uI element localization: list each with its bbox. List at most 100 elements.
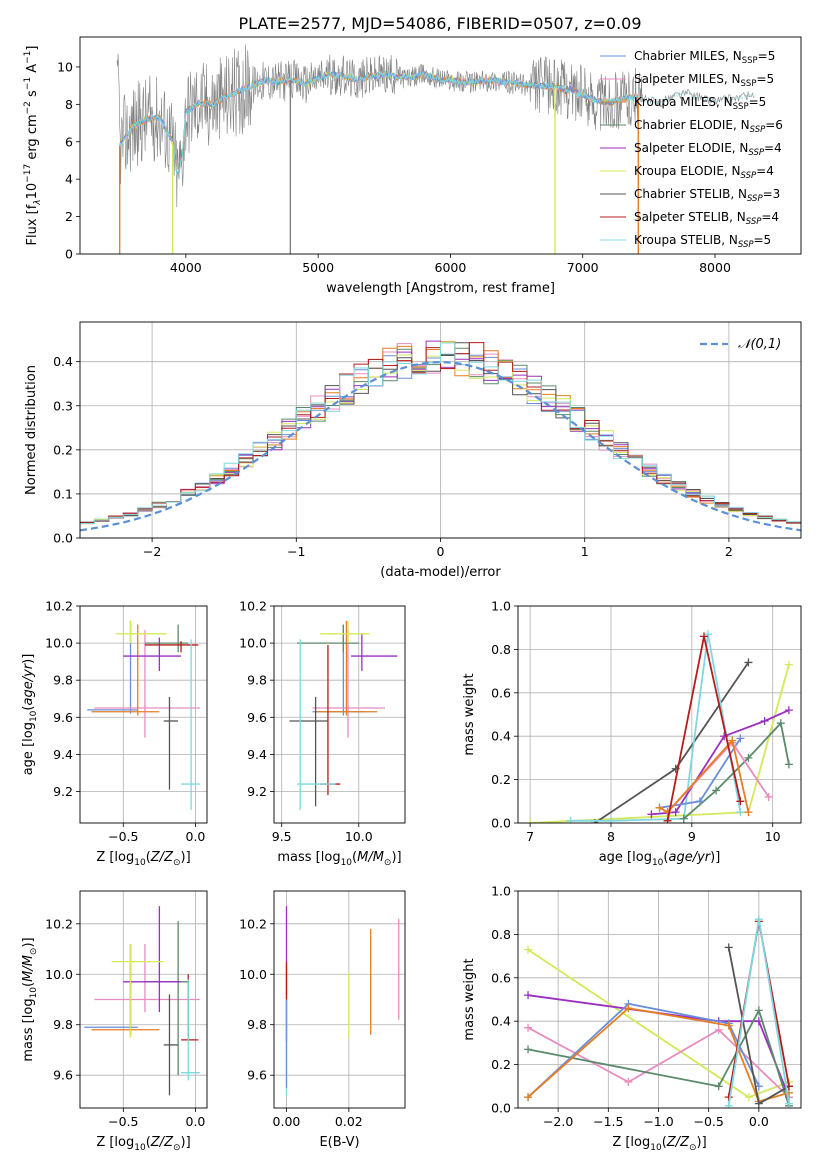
- xlabel-text: )]: [710, 850, 720, 865]
- y-tick-label: 0: [65, 247, 73, 262]
- y-tick-label: 0.4: [491, 729, 511, 744]
- legend-entry: Salpeter STELIB, NSSP=4: [634, 210, 779, 227]
- legend-value: =4: [761, 210, 779, 224]
- series-marker: [754, 915, 763, 924]
- age_weight-frame: [517, 605, 802, 824]
- series-marker: [724, 1021, 733, 1030]
- ylabel-sub: ⊙: [29, 948, 39, 956]
- ebv_mass-axes: 9.6 9.8 10.0 10.2 0.00 0.02: [239, 891, 405, 1129]
- x-tick-label: 0: [437, 544, 445, 559]
- xlabel-text: (: [146, 850, 151, 865]
- histogram-krou_stelib: [80, 342, 801, 524]
- spectrum-ylabel: Flux [fλ10−17 erg cm−2 s−1 A−1]: [23, 46, 43, 246]
- age_weight-xlabel: age [log10(age/yr)]: [599, 850, 721, 868]
- z_age-axes: 9.2 9.4 9.6 9.8 10.0 10.2 −0.5 0.0: [45, 599, 207, 844]
- x-tick-label: 0.0: [749, 1114, 769, 1129]
- z_weight-series: [524, 915, 793, 1108]
- z_mass-xlabel: Z [log10(Z/Z⊙)]: [96, 1135, 190, 1153]
- mass_age-xlabel: mass [log10(M/M⊙)]: [277, 850, 401, 868]
- xlabel-text: Z/Z: [666, 1135, 690, 1150]
- observed-spectrum: [116, 44, 643, 208]
- mass_age-points: [289, 620, 398, 811]
- legend-sub: SSP: [747, 194, 763, 204]
- age_weight-axes: 0.0 0.2 0.4 0.6 0.8 1.0 7 8 9 10: [491, 599, 801, 844]
- legend-label: Kroupa MILES, N: [634, 95, 733, 109]
- series-marker: [736, 734, 745, 743]
- ylabel-text: s: [25, 90, 40, 101]
- spectrum-lines: [116, 44, 756, 254]
- y-tick-label: 9.4: [247, 747, 267, 762]
- y-tick-label: 9.8: [247, 1017, 267, 1032]
- series-marker: [566, 816, 575, 823]
- observed-spectrum-tail: [641, 88, 755, 107]
- ylabel-sup: −1: [23, 51, 33, 64]
- y-tick-label: 6: [65, 134, 73, 149]
- z_age-xlabel: Z [log10(Z/Z⊙)]: [96, 850, 190, 868]
- legend-sub: SSP: [733, 102, 749, 112]
- z_age-ylabel: age [log10(age/yr)]: [21, 654, 39, 776]
- z_weight-xlabel: Z [log10(Z/Z⊙)]: [612, 1135, 706, 1153]
- y-tick-label: 9.2: [53, 784, 73, 799]
- ylabel-text: mass weight: [462, 673, 477, 755]
- model-spectrum-chab_miles: [119, 70, 639, 178]
- legend-sub: SSP: [741, 79, 757, 89]
- series-marker: [624, 1004, 633, 1013]
- ylabel-sub: 10: [29, 987, 39, 999]
- series-marker: [606, 816, 615, 823]
- ylabel-text: (: [21, 982, 36, 987]
- model-spectrum-tail: [622, 90, 756, 105]
- series-marker: [526, 819, 535, 823]
- histograms: [80, 340, 801, 532]
- xlabel-text: )]: [181, 850, 191, 865]
- y-tick-label: 0.3: [53, 398, 73, 413]
- series-marker: [524, 1045, 533, 1054]
- figure-title: PLATE=2577, MJD=54086, FIBERID=0507, z=0…: [238, 14, 641, 33]
- ylabel-text: ]: [25, 46, 40, 51]
- series-marker: [704, 630, 713, 639]
- z_mass-ylabel: mass [log10(M/M⊙)]: [21, 937, 39, 1061]
- legend-entry: Kroupa ELODIE, NSSP=4: [634, 164, 774, 181]
- y-tick-label: 2: [65, 209, 73, 224]
- legend-label: Kroupa ELODIE, N: [634, 164, 741, 178]
- xlabel-sub: 10: [650, 1143, 662, 1153]
- xlabel-sub: 10: [134, 858, 146, 868]
- legend-entry: Kroupa STELIB, NSSP=5: [634, 233, 771, 250]
- xlabel-text: age/yr: [668, 850, 711, 865]
- series-marker: [744, 658, 753, 667]
- xlabel-text: Z/Z: [150, 850, 174, 865]
- y-tick-label: 9.6: [247, 710, 267, 725]
- ylabel-text: mass [log: [21, 998, 36, 1061]
- series-marker: [744, 1093, 753, 1102]
- series-marker: [671, 808, 680, 817]
- ebv_mass-points: [285, 906, 400, 1096]
- series-line-krou_elodie: [530, 664, 790, 823]
- y-tick-label: 8: [65, 97, 73, 112]
- ylabel-sub: λ: [33, 199, 43, 205]
- y-tick-label: 9.8: [247, 673, 267, 688]
- x-tick-label: 8: [607, 829, 615, 844]
- xlabel-text: (data-model)/error: [380, 565, 501, 580]
- y-tick-label: 0.0: [491, 816, 511, 831]
- y-tick-label: 10.2: [239, 916, 267, 931]
- legend-entry: Salpeter ELODIE, NSSP=4: [634, 141, 782, 158]
- mass_age-frame: [273, 605, 406, 824]
- series-marker: [784, 706, 793, 715]
- x-tick-label: −1.0: [643, 1114, 673, 1129]
- age_weight-series: [526, 630, 793, 823]
- x-tick-label: 0.0: [186, 829, 206, 844]
- x-tick-label: −1.5: [593, 1114, 623, 1129]
- z_weight-frame: [517, 890, 802, 1109]
- legend-entry: Chabrier ELODIE, NSSP=6: [634, 118, 783, 135]
- series-marker: [784, 660, 793, 669]
- ylabel-text: A: [25, 64, 40, 77]
- ylabel-text: (: [21, 706, 36, 711]
- legend-entry: Chabrier STELIB, NSSP=3: [634, 187, 780, 204]
- ylabel-text: Flux [f: [25, 204, 40, 245]
- residuals-ylabel: Normed distribution: [24, 365, 39, 495]
- ylabel-sup: −2: [23, 101, 33, 114]
- legend-label: Salpeter MILES, N: [634, 72, 741, 86]
- y-tick-label: 0.2: [53, 442, 73, 457]
- x-tick-label: 7: [526, 829, 534, 844]
- ylabel-text: Normed distribution: [24, 365, 39, 495]
- legend-value: =4: [764, 141, 782, 155]
